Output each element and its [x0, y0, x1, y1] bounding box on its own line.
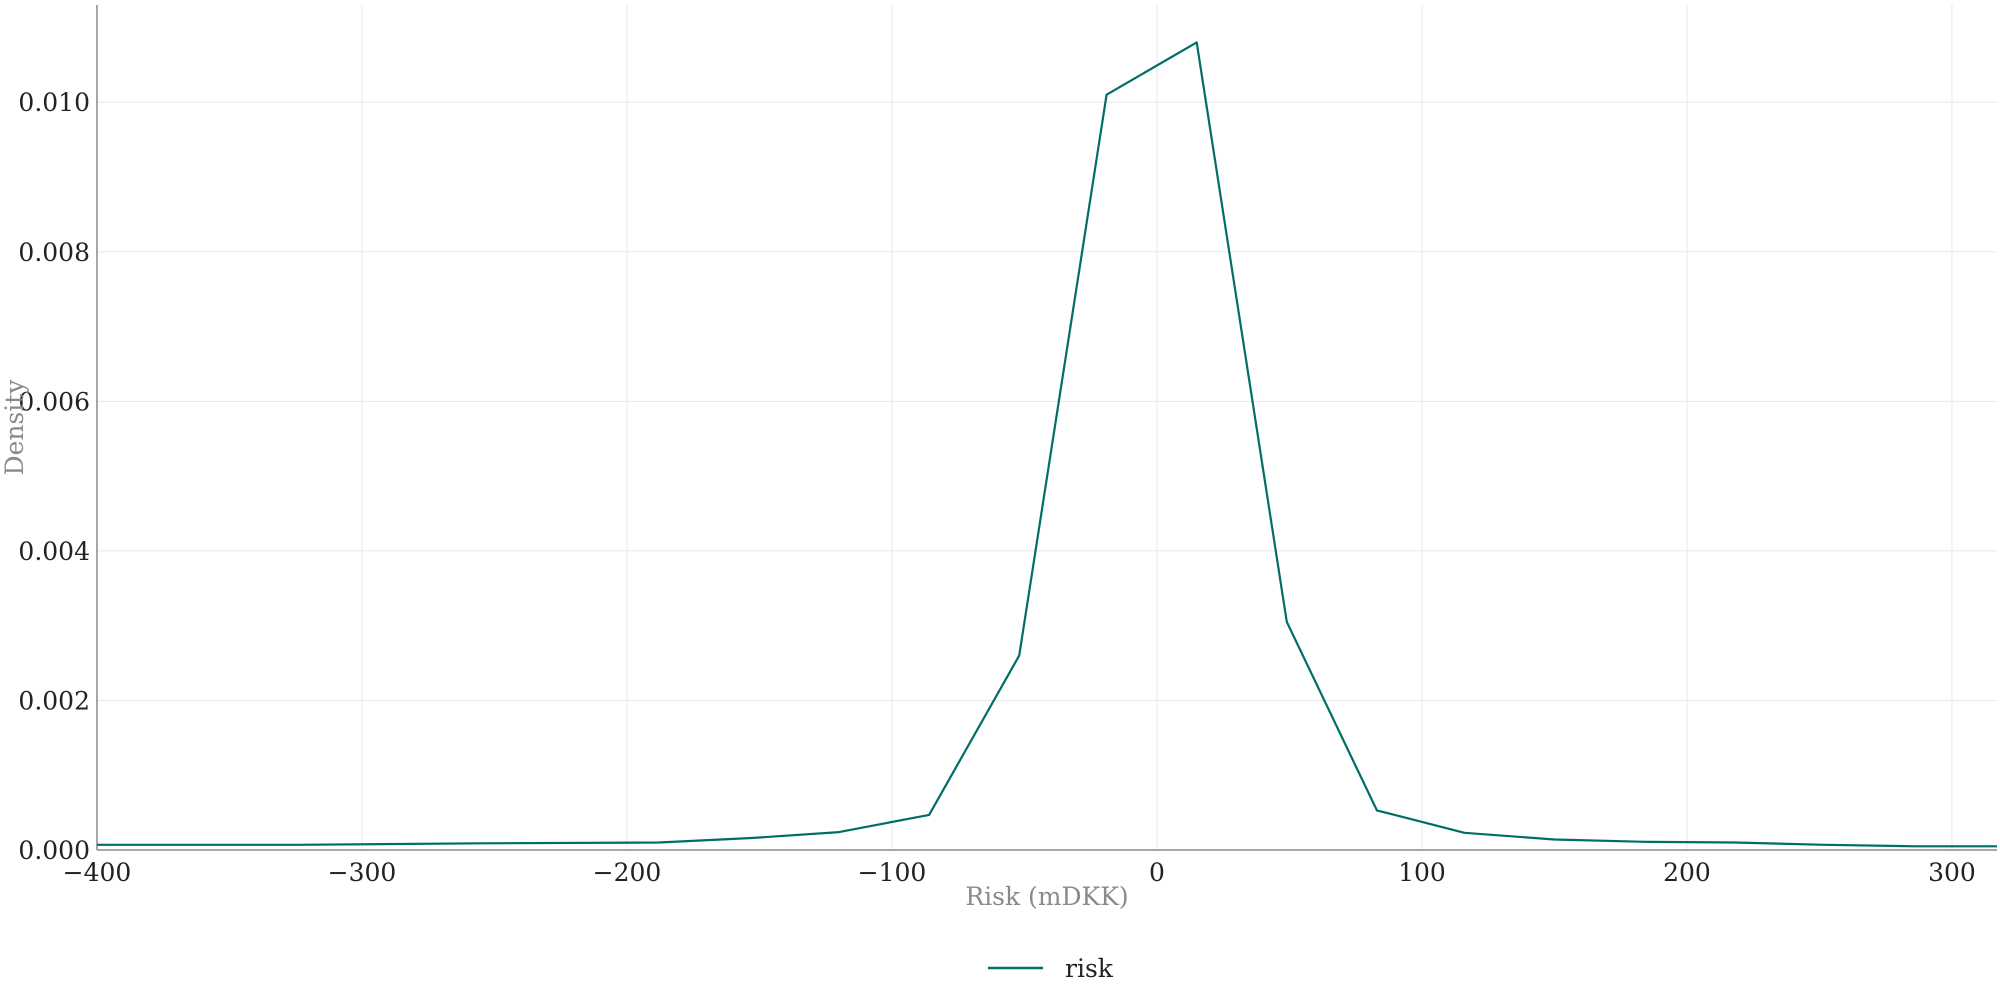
series-line-risk	[97, 41, 1997, 848]
x-tick-label: −400	[63, 858, 132, 887]
x-tick-label: 300	[1928, 858, 1976, 887]
y-tick-label: 0.010	[18, 88, 90, 117]
legend: risk	[988, 954, 1114, 983]
series-lines	[97, 41, 1997, 848]
tick-labels: −400 −300 −200 −100 0 100 200 300 0.000 0.002 0.00…	[18, 88, 1975, 887]
x-tick-label: 200	[1663, 858, 1711, 887]
grid	[97, 5, 1997, 850]
axes	[96, 5, 1997, 851]
y-tick-label: 0.004	[18, 537, 90, 566]
y-tick-label: 0.000	[18, 836, 90, 865]
y-axis-title: Density	[0, 379, 29, 476]
legend-label-risk: risk	[1065, 954, 1114, 983]
x-tick-label: −300	[328, 858, 397, 887]
x-tick-label: −200	[593, 858, 662, 887]
x-tick-label: 100	[1398, 858, 1446, 887]
y-tick-label: 0.008	[18, 238, 90, 267]
y-tick-label: 0.006	[18, 387, 90, 416]
x-axis-title: Risk (mDKK)	[965, 882, 1128, 911]
x-tick-label: −100	[858, 858, 927, 887]
x-tick-label: 0	[1149, 858, 1165, 887]
y-tick-label: 0.002	[18, 686, 90, 715]
